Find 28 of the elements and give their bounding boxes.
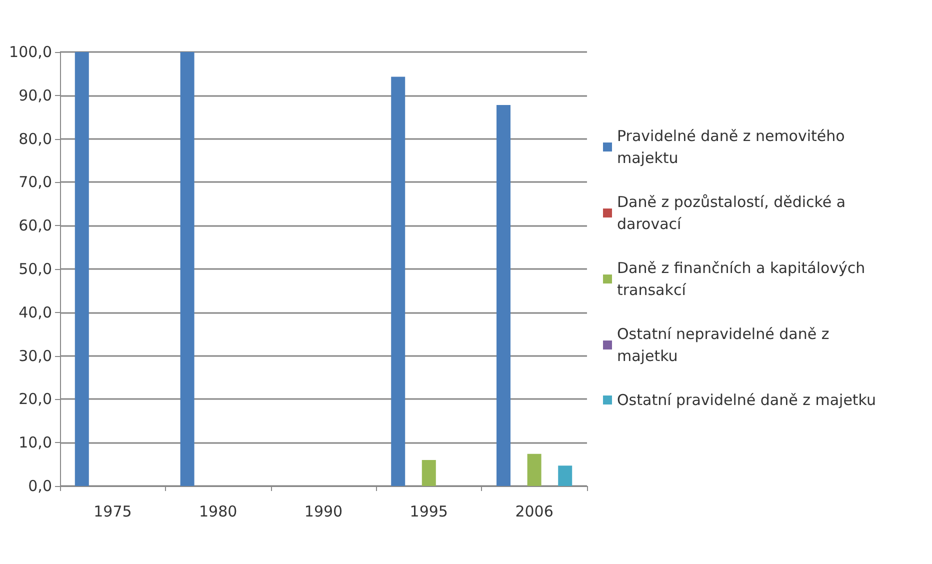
y-tick-label: 70,0 [18,173,52,192]
x-tick-label: 1975 [94,502,132,520]
x-tick-label: 1995 [410,502,448,520]
legend-label: Pravidelné daně z nemovitého majektu [617,127,850,167]
y-tick-label: 90,0 [18,86,52,104]
bar [74,52,89,486]
bar [422,460,436,486]
y-tick-label: 0,0 [28,477,52,495]
legend-label: Daně z pozůstalostí, dědické a darovací [617,193,850,233]
y-tick-label: 20,0 [18,390,52,408]
y-tick-label: 40,0 [18,303,52,322]
x-tick-label: 1990 [304,502,343,520]
y-tick-label: 50,0 [18,260,52,278]
legend-label: Ostatní pravidelné daně z majetku [617,391,876,409]
y-tick-label: 60,0 [18,216,52,235]
x-tick-label: 2006 [515,502,554,520]
bar [391,76,406,486]
bar [527,454,542,486]
x-tick-label: 1980 [199,502,238,520]
legend-label: Ostatní nepravidelné daně z majetku [617,325,834,365]
bar [558,466,572,486]
y-tick-label: 80,0 [18,130,52,148]
bar [496,104,510,486]
y-tick-label: 10,0 [18,434,52,452]
y-tick-label: 100,0 [9,43,52,61]
legend-label: Daně z finančních a kapitálových transakcí [617,259,870,299]
y-tick-label: 30,0 [18,346,52,365]
bar [180,52,194,486]
